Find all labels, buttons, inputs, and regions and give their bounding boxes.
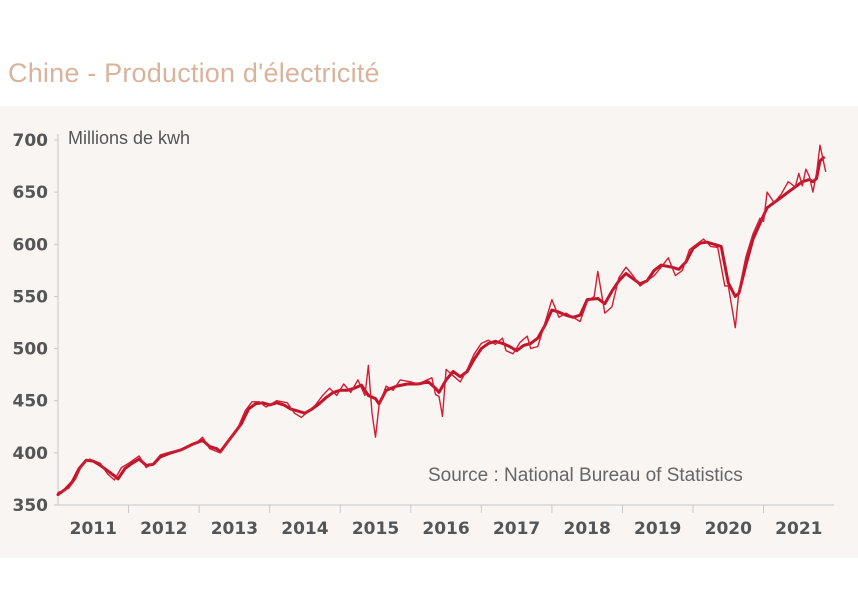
x-tick-label: 2014 [281,519,328,539]
tick-labels: 350 400 450 500 550 600 650 700 2011 2012 2013 2014… [13,131,823,539]
y-tick-label: 650 [13,183,49,203]
x-tick-label: 2013 [211,519,258,539]
x-tick-label: 2012 [140,519,187,539]
x-tick-label: 2018 [564,519,611,539]
line-chart: 350 400 450 500 550 600 650 700 2011 2012 2013 2014… [13,128,834,539]
y-tick-label: 600 [13,235,49,255]
y-tick-label: 500 [13,340,49,360]
x-tick-label: 2021 [775,519,822,539]
series-line-2 [57,144,827,494]
y-tick-label: 450 [13,392,49,412]
x-tick-label: 2016 [422,519,469,539]
x-tick-label: 2019 [634,519,681,539]
y-axis-label: Millions de kwh [68,128,190,148]
series-lines [56,144,827,497]
y-tick-label: 400 [13,444,49,464]
y-tick-label: 550 [13,287,49,307]
source-note: Source : National Bureau of Statistics [428,465,743,486]
x-tick-label: 2011 [70,519,117,539]
x-tick-label: 2017 [493,519,540,539]
x-tick-label: 2015 [352,519,399,539]
y-tick-label: 700 [13,131,49,151]
chart-title: Chine - Production d'électricité [8,58,380,88]
chart-axes [54,134,834,513]
chart-panel: 350 400 450 500 550 600 650 700 2011 2012 2013 2014… [0,106,858,558]
x-tick-label: 2020 [705,519,752,539]
y-tick-label: 350 [13,496,49,516]
series-line-1 [56,156,825,497]
